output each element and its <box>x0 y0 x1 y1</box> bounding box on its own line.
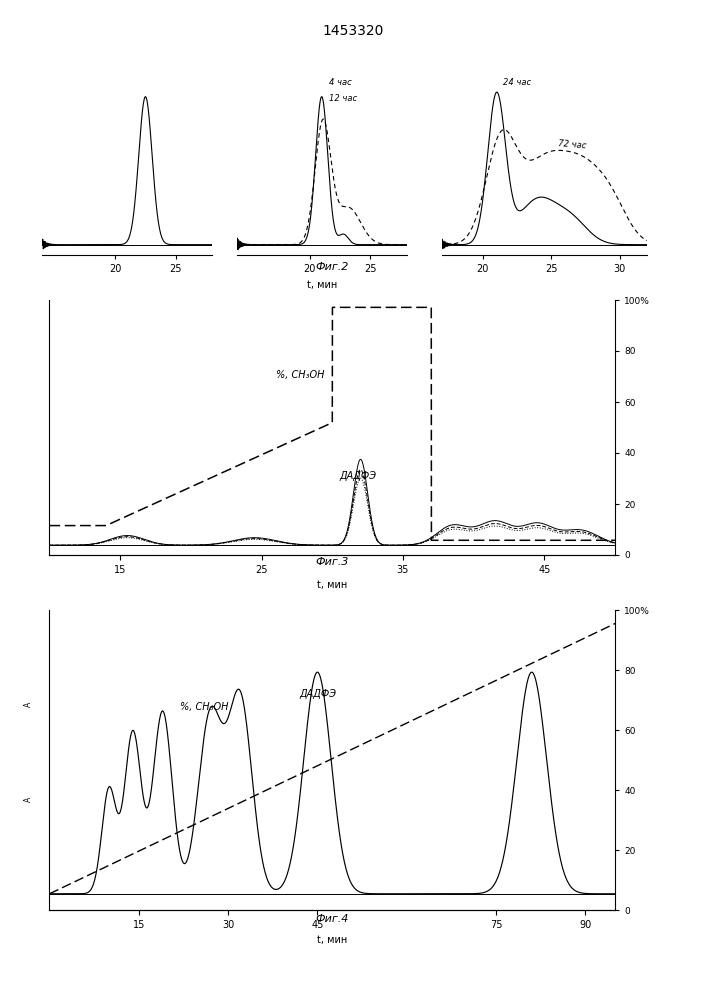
Text: Фиг.3: Фиг.3 <box>315 557 349 567</box>
Text: %, CH₃OH: %, CH₃OH <box>276 370 325 380</box>
Text: ДАДФЭ: ДАДФЭ <box>339 471 376 481</box>
X-axis label: t, мин: t, мин <box>317 580 347 590</box>
Text: 72 час: 72 час <box>558 139 587 150</box>
Text: 12 час: 12 час <box>329 94 357 103</box>
Text: А: А <box>24 702 33 707</box>
Text: 1453320: 1453320 <box>323 24 384 38</box>
Text: %, CH₃OH: %, CH₃OH <box>180 702 229 712</box>
X-axis label: t, мин: t, мин <box>307 280 337 290</box>
Text: 4 час: 4 час <box>329 78 351 87</box>
Text: 24 час: 24 час <box>503 78 532 87</box>
Text: ДАДФЭ: ДАДФЭ <box>300 688 337 699</box>
Text: А: А <box>24 797 33 802</box>
Text: Фиг.4: Фиг.4 <box>315 914 349 924</box>
X-axis label: t, мин: t, мин <box>317 935 347 945</box>
Text: Фиг.2: Фиг.2 <box>315 262 349 272</box>
